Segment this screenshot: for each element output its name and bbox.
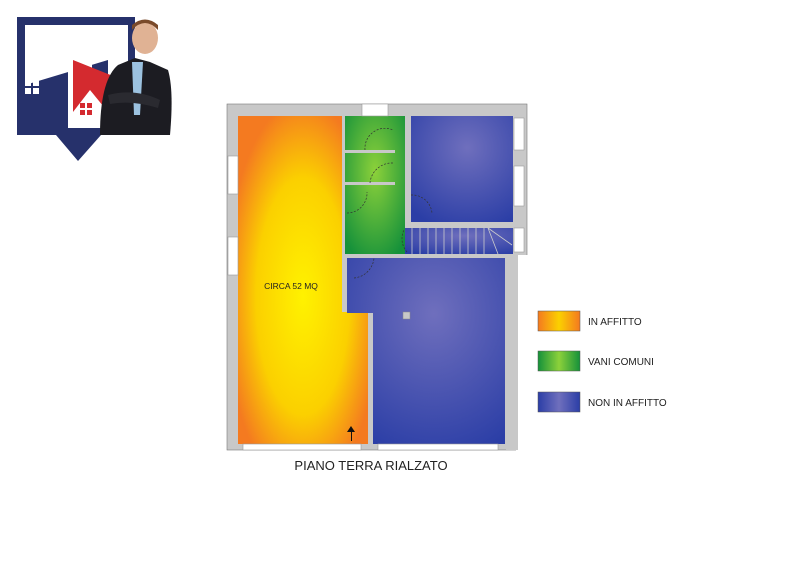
legend-swatch — [537, 350, 581, 372]
legend-swatch — [537, 391, 581, 413]
room-area-label: CIRCA 52 MQ — [264, 281, 318, 291]
legend-item-vani-comuni: VANI COMUNI — [537, 350, 654, 372]
svg-text:NON IN AFFITTO: NON IN AFFITTO — [588, 398, 667, 409]
room-in-affitto — [238, 116, 368, 444]
legend-item-non-in-affitto: NON IN AFFITTO — [537, 391, 667, 413]
legend-swatch — [537, 310, 581, 332]
entrance-arrow-icon — [347, 426, 355, 441]
legend: IN AFFITTO VANI COMUNI NON IN AFFITTO — [537, 310, 667, 413]
floor-plan: CIRCA 52 MQ PIANO TERRA RIALZATO — [226, 103, 528, 473]
legend-item-in-affitto: IN AFFITTO — [537, 310, 642, 332]
floor-title: PIANO TERRA RIALZATO — [294, 458, 447, 473]
svg-text:IN AFFITTO: IN AFFITTO — [588, 317, 642, 328]
room-non-in-affitto-main — [347, 258, 505, 444]
room-non-in-affitto-top — [411, 116, 513, 222]
svg-text:VANI COMUNI: VANI COMUNI — [588, 357, 654, 368]
agent-photo — [100, 19, 172, 135]
stairs — [405, 228, 513, 254]
